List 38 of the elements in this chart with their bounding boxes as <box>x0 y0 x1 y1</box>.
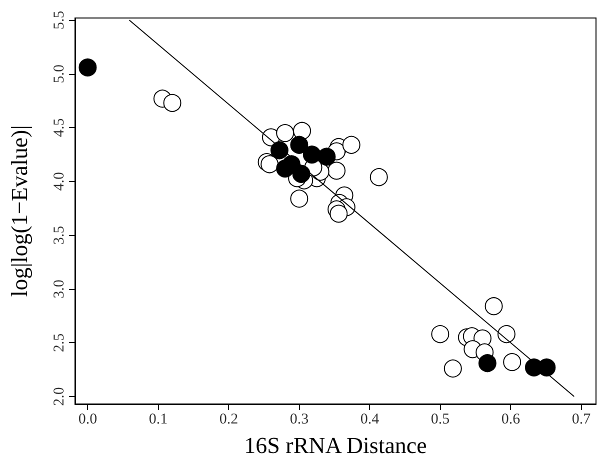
x-tick-label: 0.6 <box>501 412 521 428</box>
point <box>370 168 388 186</box>
y-tick-label: 2.0 <box>52 387 68 406</box>
point <box>163 94 182 112</box>
point <box>276 160 294 178</box>
x-tick-label: 0.0 <box>78 412 98 428</box>
x-tick-label: 0.7 <box>572 412 592 428</box>
y-tick-label: 5.0 <box>52 64 68 84</box>
point <box>330 204 348 223</box>
x-tick-label: 0.1 <box>148 412 168 428</box>
point <box>276 124 294 142</box>
x-tick-label: 0.5 <box>430 412 450 428</box>
x-tick-label: 0.4 <box>360 412 380 428</box>
y-tick-label: 4.0 <box>52 172 68 191</box>
point <box>503 353 522 372</box>
point <box>318 148 336 166</box>
y-tick-label: 3.0 <box>52 280 68 298</box>
x-tick-label: 0.2 <box>219 412 238 428</box>
point <box>328 162 346 180</box>
y-tick-label: 4.5 <box>52 118 68 138</box>
point <box>290 190 308 208</box>
point <box>290 136 308 154</box>
point <box>292 164 310 183</box>
y-axis-title: log|log(1−Evalue)| <box>7 125 32 297</box>
y-tick-label: 3.5 <box>52 226 68 245</box>
point <box>478 354 496 372</box>
point <box>431 325 450 344</box>
point <box>78 58 97 76</box>
x-tick-label: 0.3 <box>290 412 309 428</box>
point <box>270 141 288 160</box>
x-axis-title: 16S rRNA Distance <box>244 433 427 458</box>
point <box>444 360 462 378</box>
point <box>260 155 279 174</box>
y-tick-label: 5.5 <box>52 10 68 30</box>
y-tick-label: 2.5 <box>52 333 68 352</box>
point <box>497 325 516 344</box>
point <box>484 297 503 316</box>
point <box>342 136 360 154</box>
